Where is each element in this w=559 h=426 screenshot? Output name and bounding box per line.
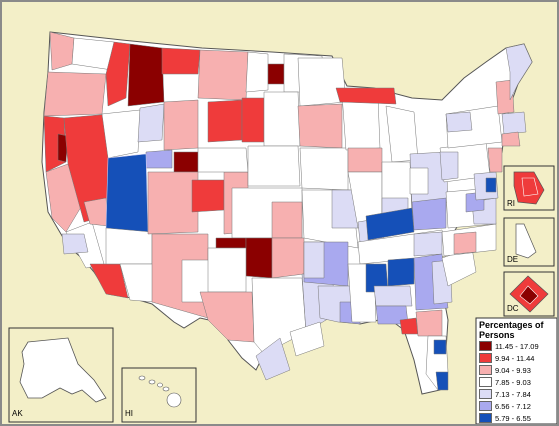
region-mi-upper [335,87,397,105]
inset-hawaii-box [121,367,197,423]
region-al-north [387,257,415,287]
region-me [505,43,533,101]
region-vt [495,79,515,115]
legend-swatch [479,389,492,399]
region-ky-central [365,207,415,241]
region-sd-east [241,97,265,143]
legend-swatch [479,341,492,351]
region-tx-panhandle [207,247,247,293]
legend-row: 6.56 - 7.12 [479,400,557,412]
region-co-central [191,179,225,213]
de-shape [515,223,537,259]
legend-title: Percentages of Persons [479,320,544,340]
ri-region-2 [521,177,539,197]
region-fl-central [433,339,447,355]
region-al-mid [373,285,413,307]
legend-label: 7.13 - 7.84 [495,389,531,399]
region-wy-dark [173,151,199,173]
region-ca-la [61,233,89,255]
alaska-shape [19,337,107,403]
region-tx-west [199,291,255,343]
region-mt-east [197,49,249,101]
legend-swatch [479,377,492,387]
region-ct [501,131,521,147]
legend-label: 7.85 - 9.03 [495,377,531,387]
region-sd-far-east [263,91,301,147]
ri-label: RI [507,199,515,208]
region-mt-west [127,43,165,107]
region-sd-west [207,99,243,143]
region-nd-east [267,63,285,85]
region-fl-panhandle [399,317,419,335]
region-ny-west [445,111,473,133]
legend-swatch [479,353,492,363]
region-ks-pink [271,201,303,239]
legend-row: 9.04 - 9.93 [479,364,557,376]
region-pa-west [439,151,459,181]
region-tn-east [413,231,443,257]
region-md-dark [485,177,497,193]
legend-row: 9.94 - 11.44 [479,352,557,364]
dc-label: DC [507,304,519,313]
legend-label: 6.56 - 7.12 [495,401,531,411]
region-fl-south [435,371,449,391]
legend-row: 7.85 - 9.03 [479,376,557,388]
legend-label: 11.45 - 17.09 [495,341,539,351]
legend-swatch [479,365,492,375]
legend-label: 9.94 - 11.44 [495,353,535,363]
region-fl-north [415,309,443,337]
region-ok [245,237,273,279]
region-ut [105,153,149,235]
region-ne-west [197,147,249,173]
region-nd-west [245,51,269,93]
legend-swatch [479,413,492,423]
legend-row: 11.45 - 17.09 [479,340,557,352]
region-wy-south [145,149,173,169]
region-mn-south [297,103,343,149]
legend-row: 7.13 - 7.84 [479,388,557,400]
region-oh-west [409,167,429,195]
region-mt-north [161,47,201,75]
region-nc-pink [453,231,477,255]
region-ky-east [411,197,447,231]
dc-region-dark [519,285,539,305]
de-label: DE [507,255,519,264]
region-co-west [147,171,199,235]
region-tx-south [255,337,291,381]
region-or [43,71,107,117]
legend-label: 5.79 - 6.55 [495,413,531,423]
legend-row: 5.79 - 6.55 [479,412,557,424]
legend: Percentages of Persons 11.45 - 17.09 9.94… [479,320,557,424]
region-mn-north [297,57,347,107]
hawaii-label: HI [125,409,133,418]
region-il-north [347,147,383,173]
legend-label: 9.04 - 9.93 [495,365,531,375]
region-id-north [105,41,131,107]
region-ia [299,147,349,191]
region-wy-west [163,99,199,151]
region-id-southeast [137,103,165,143]
region-id-south [101,109,141,159]
region-ok-panhandle [215,237,247,249]
legend-swatch [479,401,492,411]
region-tx-southeast [289,321,325,357]
legend-rows: 11.45 - 17.09 9.94 - 11.44 9.04 - 9.93 7.85… [479,340,557,424]
alaska-label: AK [12,409,23,418]
region-ar-west [303,241,325,279]
region-az-north [105,227,153,265]
region-wa-coast [49,31,75,71]
region-ne-east [247,145,301,187]
region-nj [487,147,503,173]
region-ca-north-dark [57,133,69,163]
region-ma [501,111,527,135]
hawaii-islands [138,375,182,408]
region-ok-east [271,237,305,279]
